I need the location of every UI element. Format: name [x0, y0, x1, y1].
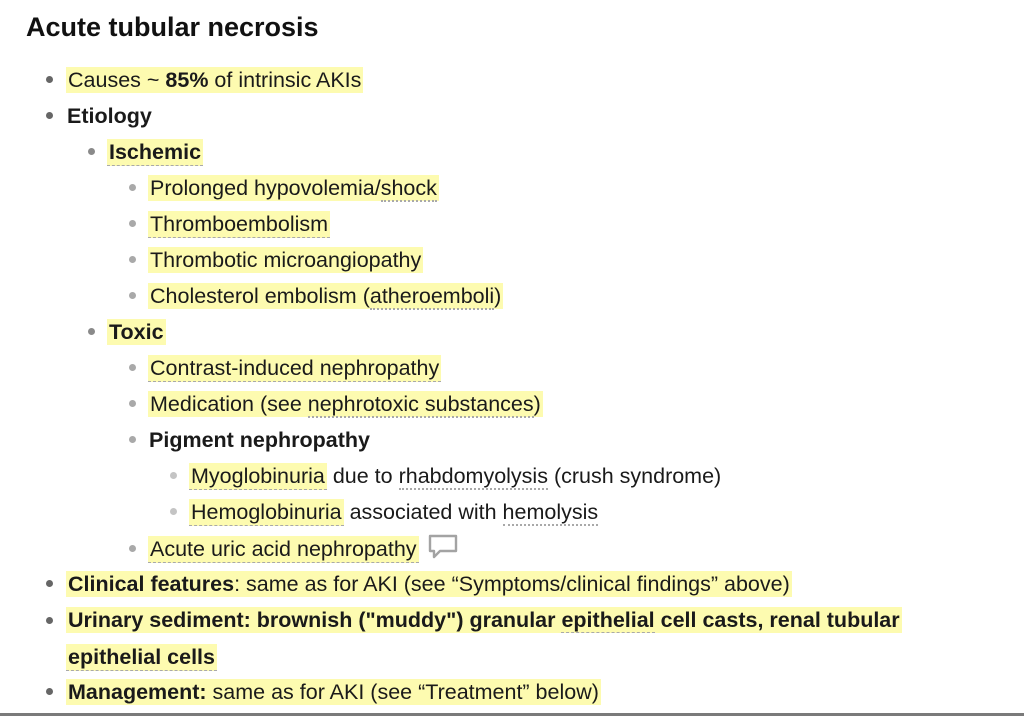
list-item-toxic: Toxic: [107, 319, 166, 345]
list-item-myoglobinuria: Myoglobinuria due to rhabdomyolysis (cru…: [189, 463, 722, 490]
bullet: [46, 76, 53, 83]
bullet: [88, 148, 95, 155]
bullet: [46, 112, 53, 119]
bullet: [129, 400, 136, 407]
bottom-divider: [0, 713, 1024, 716]
list-item-pigment-nephropathy: Pigment nephropathy: [149, 428, 370, 452]
bullet: [129, 184, 136, 191]
list-item-contrast-nephropathy[interactable]: Contrast-induced nephropathy: [148, 355, 442, 382]
list-item-microangiopathy: Thrombotic microangiopathy: [148, 247, 424, 273]
link-epithelial[interactable]: epithelial: [561, 608, 655, 633]
list-item-hypovolemia: Prolonged hypovolemia/shock: [148, 175, 439, 202]
bullet: [170, 472, 177, 479]
list-item-urinary-sediment: Urinary sediment: brownish ("muddy") gra…: [66, 607, 902, 633]
bullet: [129, 364, 136, 371]
bullet: [129, 436, 136, 443]
list-item-management: Management: same as for AKI (see “Treatm…: [66, 679, 601, 705]
list-item-ischemic[interactable]: Ischemic: [107, 139, 204, 166]
speech-bubble-icon[interactable]: [428, 534, 458, 560]
bullet: [129, 256, 136, 263]
page-title: Acute tubular necrosis: [26, 12, 319, 42]
bullet: [129, 545, 136, 552]
bullet: [170, 508, 177, 515]
list-item-clinical-features: Clinical features: same as for AKI (see …: [66, 571, 792, 597]
bullet: [46, 617, 53, 624]
list-item-medication: Medication (see nephrotoxic substances): [148, 391, 543, 418]
link-rhabdomyolysis[interactable]: rhabdomyolysis: [398, 464, 548, 490]
bullet: [129, 292, 136, 299]
list-item-cholesterol-embolism: Cholesterol embolism (atheroemboli): [148, 283, 504, 310]
link-hemolysis[interactable]: hemolysis: [502, 500, 599, 526]
link-atheroemboli[interactable]: atheroemboli: [369, 284, 495, 310]
list-item-urinary-sediment-cont: epithelial cells: [66, 644, 217, 671]
list-item-hemoglobinuria: Hemoglobinuria associated with hemolysis: [189, 499, 599, 526]
bullet: [46, 580, 53, 587]
link-shock[interactable]: shock: [380, 176, 437, 202]
link-hemoglobinuria[interactable]: Hemoglobinuria: [189, 499, 344, 526]
list-item-uric-acid-nephropathy: Acute uric acid nephropathy: [148, 534, 458, 564]
bullet: [46, 688, 53, 695]
bullet: [88, 328, 95, 335]
link-myoglobinuria[interactable]: Myoglobinuria: [189, 463, 327, 490]
bullet: [129, 220, 136, 227]
list-item-thromboembolism[interactable]: Thromboembolism: [148, 211, 331, 238]
list-item-causes: Causes ~ 85% of intrinsic AKIs: [66, 67, 364, 93]
link-nephrotoxic-substances[interactable]: nephrotoxic substances: [307, 392, 534, 418]
list-item-etiology: Etiology: [67, 104, 152, 128]
